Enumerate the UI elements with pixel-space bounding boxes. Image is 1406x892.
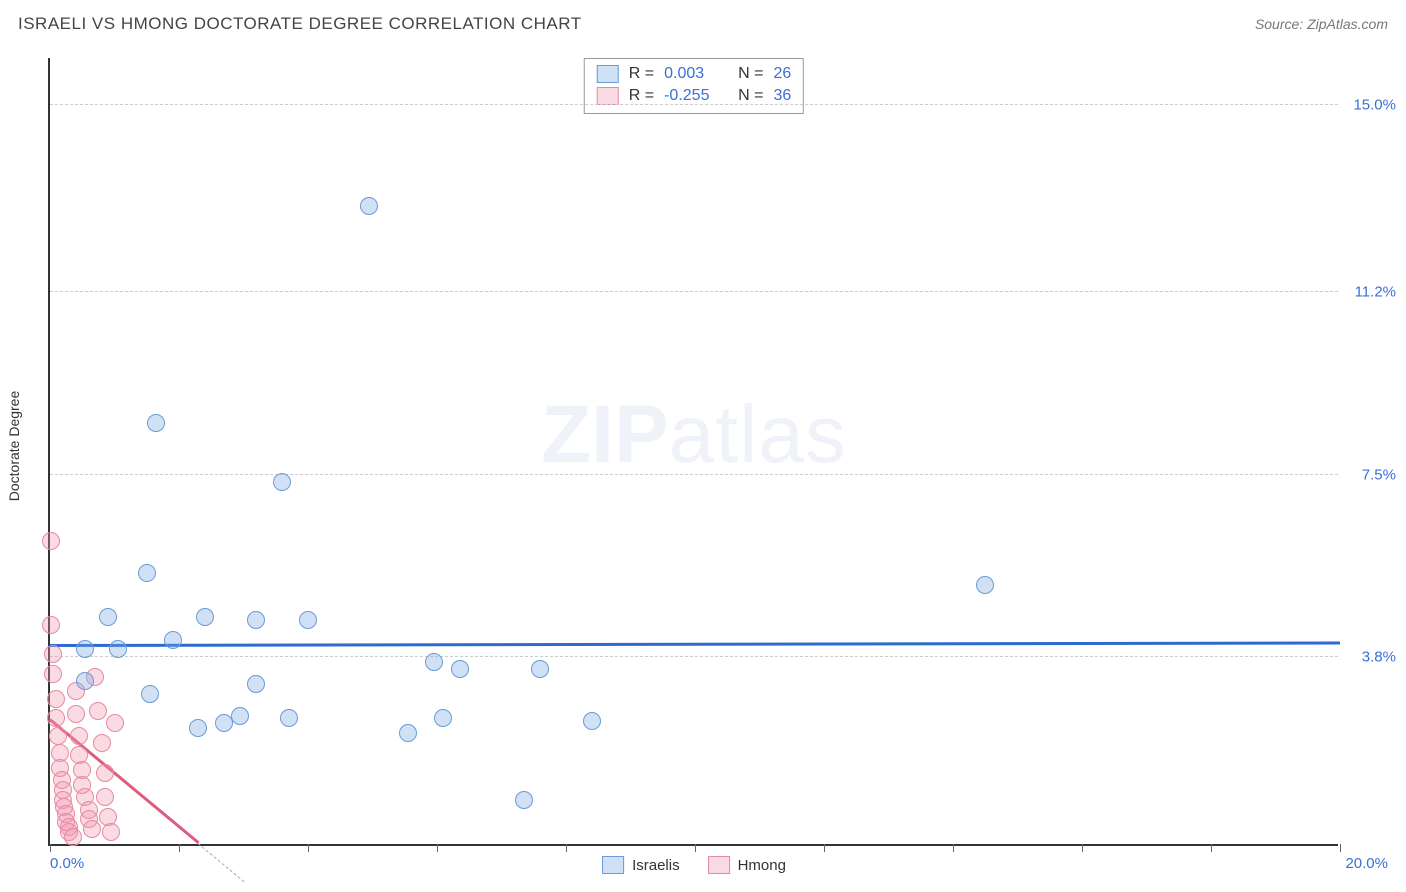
x-tick <box>308 844 309 852</box>
data-point-hmong <box>44 645 62 663</box>
legend-swatch <box>597 65 619 83</box>
chart-source: Source: ZipAtlas.com <box>1255 16 1388 32</box>
r-value: -0.255 <box>664 87 728 105</box>
data-point-hmong <box>93 734 111 752</box>
n-label: N = <box>738 65 763 83</box>
x-tick <box>695 844 696 852</box>
data-point-israelis <box>138 564 156 582</box>
y-tick-label: 11.2% <box>1355 284 1396 301</box>
gridline-horizontal <box>50 474 1338 475</box>
series-legend-item: Israelis <box>602 856 680 874</box>
data-point-hmong <box>42 532 60 550</box>
data-point-israelis <box>189 719 207 737</box>
x-tick <box>953 844 954 852</box>
data-point-israelis <box>531 660 549 678</box>
correlation-legend: R = 0.003 N = 26 R = -0.255 N = 36 <box>584 58 804 114</box>
data-point-israelis <box>147 414 165 432</box>
r-value: 0.003 <box>664 65 728 83</box>
data-point-hmong <box>70 727 88 745</box>
legend-swatch <box>597 87 619 105</box>
x-tick <box>50 844 51 852</box>
y-tick-label: 7.5% <box>1362 466 1396 483</box>
data-point-hmong <box>83 820 101 838</box>
plot-area: ZIPatlas R =0.003N =26R =-0.255N =36 Isr… <box>48 58 1338 846</box>
data-point-israelis <box>141 685 159 703</box>
watermark: ZIPatlas <box>541 388 847 482</box>
n-value: 36 <box>773 87 791 105</box>
data-point-israelis <box>515 791 533 809</box>
data-point-israelis <box>231 707 249 725</box>
data-point-israelis <box>99 608 117 626</box>
series-legend-item: Hmong <box>708 856 786 874</box>
data-point-israelis <box>583 712 601 730</box>
legend-swatch <box>708 856 730 874</box>
chart-title: ISRAELI VS HMONG DOCTORATE DEGREE CORREL… <box>18 14 582 34</box>
data-point-hmong <box>106 714 124 732</box>
data-point-hmong <box>47 690 65 708</box>
data-point-israelis <box>273 473 291 491</box>
data-point-israelis <box>196 608 214 626</box>
data-point-hmong <box>64 828 82 846</box>
trend-line-hmong-extrapolation <box>198 843 245 882</box>
n-label: N = <box>738 87 763 105</box>
data-point-israelis <box>299 611 317 629</box>
data-point-israelis <box>425 653 443 671</box>
data-point-hmong <box>89 702 107 720</box>
series-legend-label: Hmong <box>738 857 786 874</box>
trend-line-israelis <box>50 642 1340 647</box>
data-point-hmong <box>96 764 114 782</box>
x-axis-max-label: 20.0% <box>1345 855 1388 872</box>
x-tick <box>1082 844 1083 852</box>
data-point-israelis <box>247 611 265 629</box>
data-point-israelis <box>109 640 127 658</box>
gridline-horizontal <box>50 291 1338 292</box>
data-point-israelis <box>451 660 469 678</box>
data-point-israelis <box>976 576 994 594</box>
data-point-israelis <box>247 675 265 693</box>
series-legend-label: Israelis <box>632 857 680 874</box>
data-point-hmong <box>49 727 67 745</box>
x-axis-min-label: 0.0% <box>50 855 84 872</box>
chart-header: ISRAELI VS HMONG DOCTORATE DEGREE CORREL… <box>0 0 1406 48</box>
data-point-israelis <box>76 672 94 690</box>
x-tick <box>824 844 825 852</box>
series-legend: Israelis Hmong <box>602 856 786 874</box>
watermark-bold: ZIP <box>541 389 669 480</box>
x-tick <box>566 844 567 852</box>
data-point-hmong <box>42 616 60 634</box>
data-point-hmong <box>67 705 85 723</box>
data-point-hmong <box>47 709 65 727</box>
x-tick <box>437 844 438 852</box>
data-point-israelis <box>76 640 94 658</box>
data-point-hmong <box>102 823 120 841</box>
r-label: R = <box>629 87 654 105</box>
data-point-hmong <box>96 788 114 806</box>
x-tick <box>179 844 180 852</box>
r-label: R = <box>629 65 654 83</box>
y-tick-label: 15.0% <box>1353 97 1396 114</box>
data-point-israelis <box>434 709 452 727</box>
data-point-israelis <box>164 631 182 649</box>
data-point-israelis <box>399 724 417 742</box>
y-axis-title: Doctorate Degree <box>6 391 22 502</box>
gridline-horizontal <box>50 104 1338 105</box>
data-point-israelis <box>360 197 378 215</box>
data-point-hmong <box>44 665 62 683</box>
watermark-light: atlas <box>669 389 847 480</box>
correlation-legend-row: R = 0.003 N = 26 <box>597 63 791 85</box>
n-value: 26 <box>773 65 791 83</box>
y-tick-label: 3.8% <box>1362 648 1396 665</box>
x-tick <box>1340 844 1341 852</box>
data-point-israelis <box>280 709 298 727</box>
gridline-horizontal <box>50 656 1338 657</box>
x-tick <box>1211 844 1212 852</box>
legend-swatch <box>602 856 624 874</box>
